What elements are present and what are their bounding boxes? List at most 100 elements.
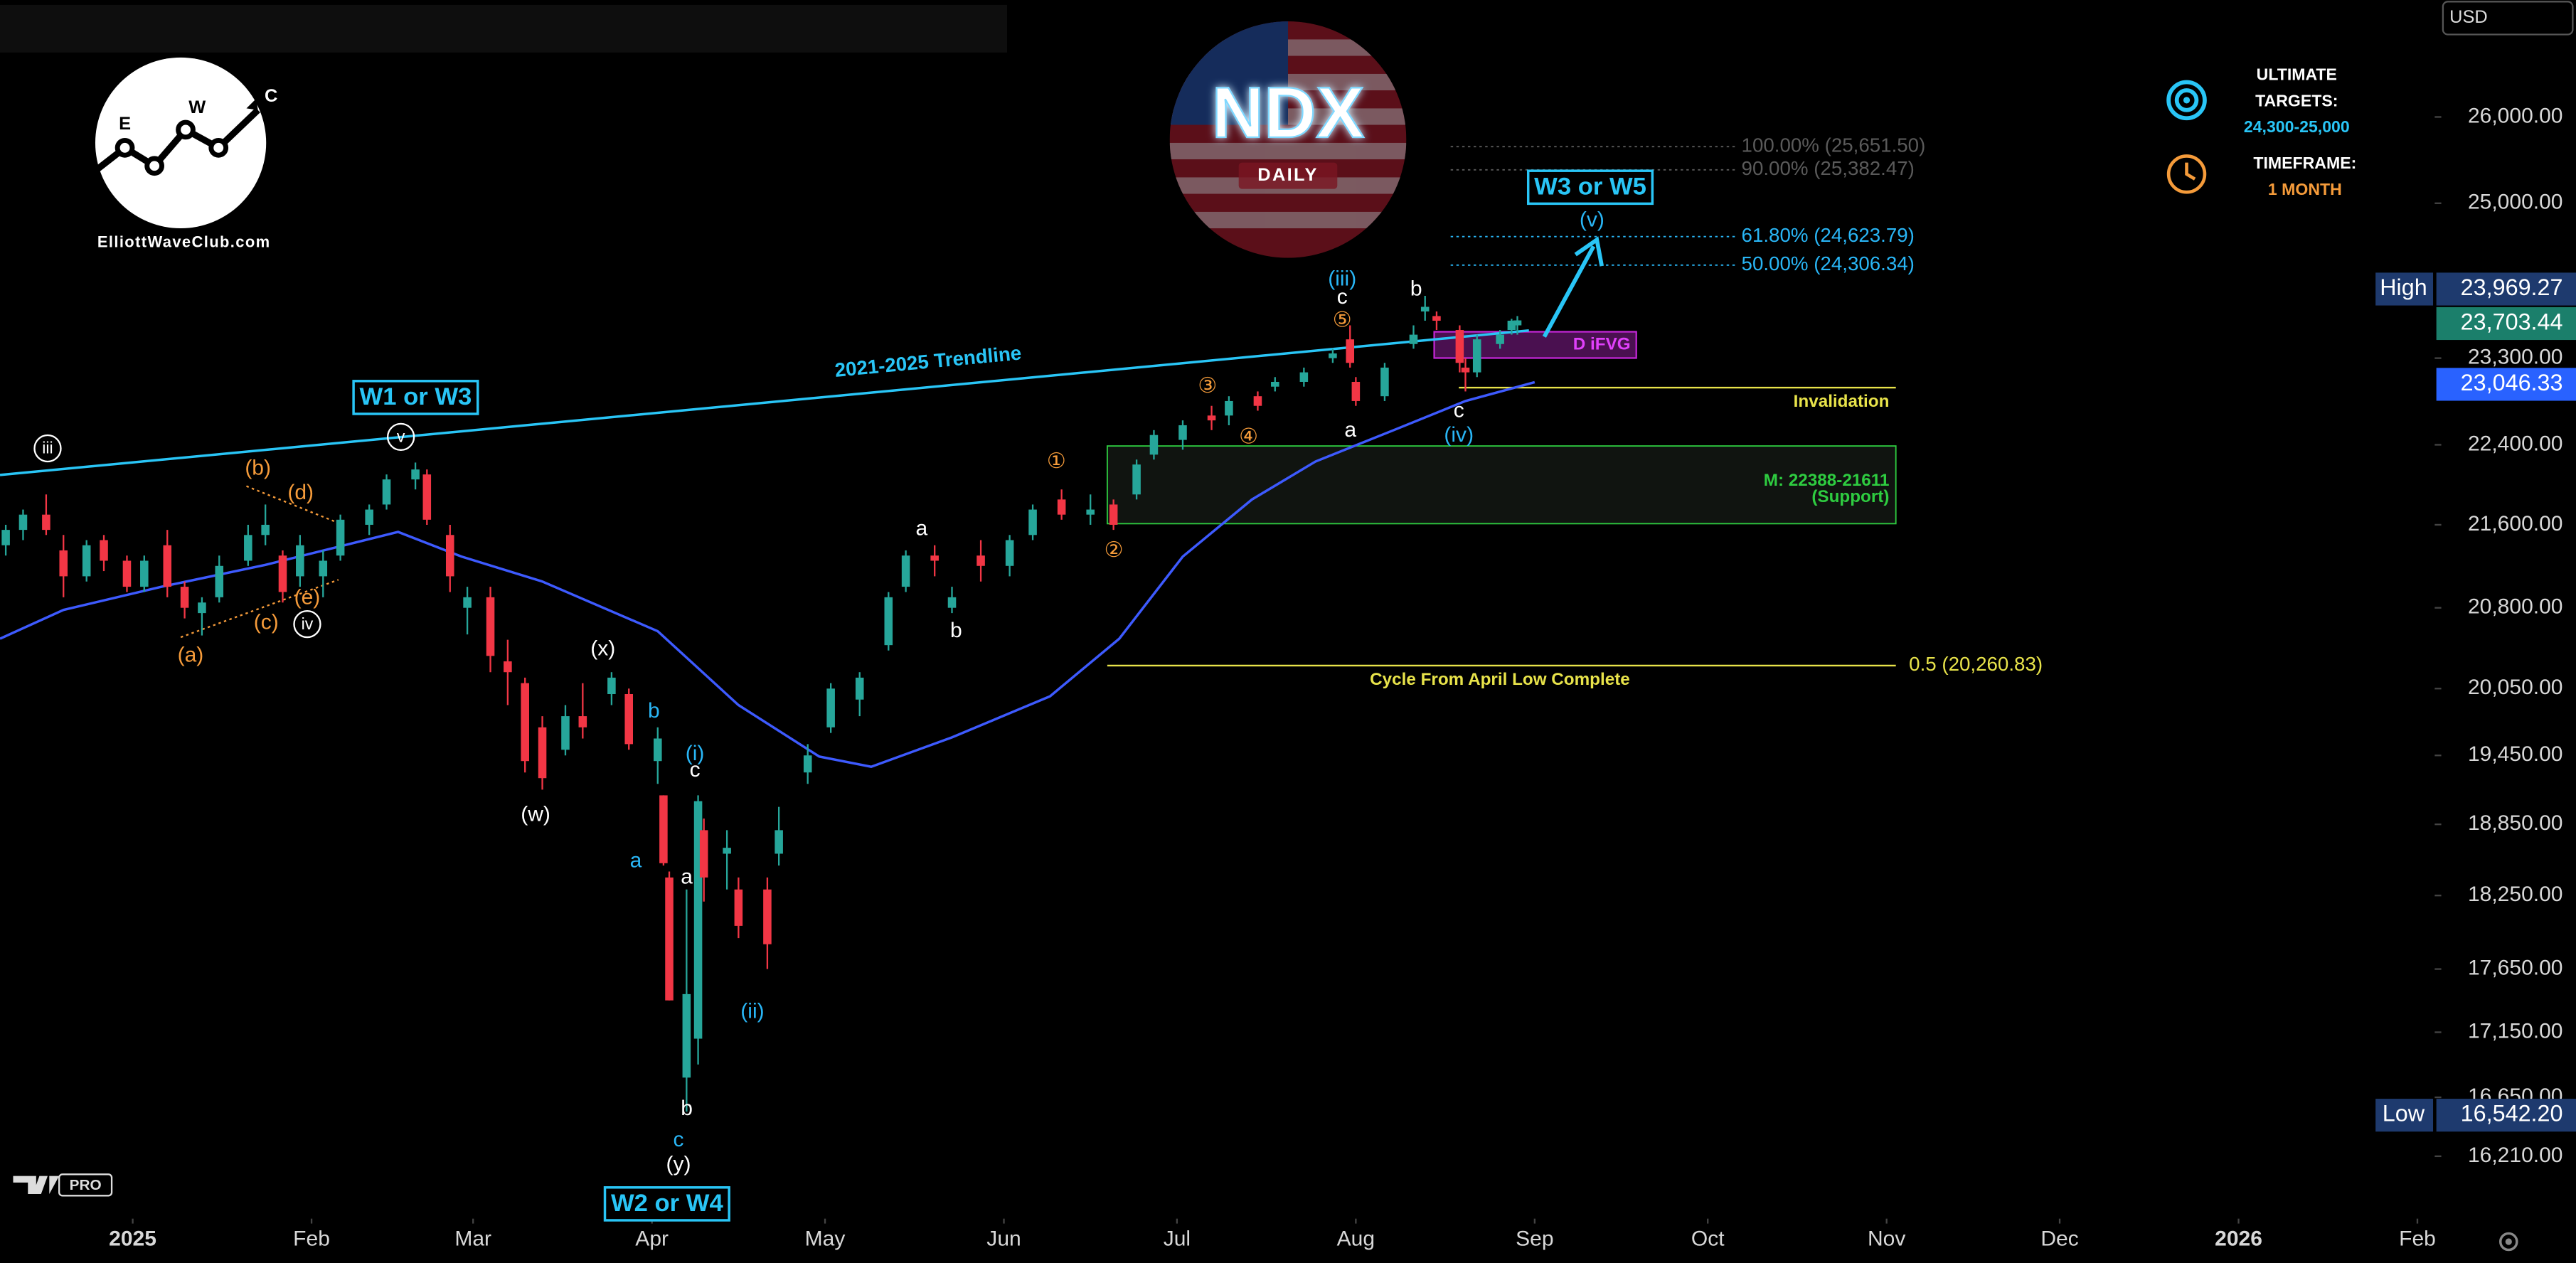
wave-label: a [681,865,693,888]
candle-body [578,716,587,728]
price-tag [2436,1099,2576,1132]
wave-label: (b) [245,456,271,479]
wave-box [352,380,479,415]
wave-label: c [690,758,701,782]
candle-body [163,545,172,587]
logo-letter: C [265,86,277,106]
wave-circle [33,434,62,463]
candle-body [365,509,373,525]
wave-guide [180,579,339,639]
price-tag [2436,272,2576,306]
wave-label: c [1337,285,1348,309]
wave-guide [246,485,337,523]
y-tick-label: 21,600.00 [2468,512,2563,535]
candle-body [336,519,345,556]
x-tick-label: Feb [2399,1227,2436,1251]
badge-box [1238,162,1338,189]
price-tag-value: 23,703.44 [2461,309,2563,335]
candle-body [140,560,149,587]
candle-body [901,555,910,587]
wave-label: b [648,699,660,723]
wave-label: b [681,1097,693,1120]
x-tick-label: Feb [293,1227,330,1251]
candle-body [1028,509,1037,535]
candle-body [659,795,668,863]
price-tag-label: Low [2383,1101,2425,1126]
price-tag-value: 23,969.27 [2461,275,2563,300]
candle-body [463,597,472,608]
candle-body [1207,415,1216,421]
panel-targets: 24,300-25,000 [2244,117,2350,136]
x-tick-label: Jun [986,1227,1021,1251]
wave-label: (iii) [1328,267,1356,291]
candle-body [411,469,420,480]
candle-body [1351,381,1361,401]
y-tick-label: 20,050.00 [2468,676,2563,699]
wave-label: W3 or W5 [1534,174,1646,201]
clock-icon [2166,154,2207,194]
candle-body [1271,381,1279,387]
wave-label: b [950,619,962,642]
candle-body [723,848,731,854]
candle-body [1472,339,1481,373]
candle-body [1225,400,1233,416]
y-tick-label: 19,450.00 [2468,742,2563,766]
wave-label: iii [42,439,53,457]
candle-body [665,877,674,1001]
projection-arrowhead [1574,236,1604,267]
wave-label: W1 or W3 [360,383,472,410]
wave-circle [293,609,321,639]
fib-label: 90.00% (25,382.47) [1742,157,1915,179]
currency-button[interactable] [2442,1,2574,36]
badge: NDX DAILY [1169,21,1407,258]
candle-body [1507,320,1516,331]
candle-body [382,479,391,505]
candle-body [693,801,703,1039]
x-tick-label: 2025 [109,1227,156,1251]
wave-label: a [916,517,928,540]
clock-icon [2185,162,2196,181]
wave-label: (x) [590,636,615,660]
wave-label: (d) [287,481,314,504]
candle-body [1005,540,1014,566]
candle-body [319,560,328,577]
wave-label: (i) [686,742,705,765]
panel-timeframe: 1 MONTH [2268,180,2342,198]
logo-letter: E [119,114,131,134]
y-tick-label: 25,000.00 [2468,191,2563,214]
logo-arrow [246,98,258,110]
candle-body [699,830,708,878]
x-tick-label: Mar [454,1227,491,1251]
candle-body [82,545,91,577]
candle-body [884,597,893,646]
logo-dots [115,119,229,176]
candle-body [1513,320,1522,326]
settings-icon[interactable] [2499,1232,2518,1252]
y-tick-label: 16,210.00 [2468,1144,2563,1167]
x-tick-label: May [805,1227,846,1251]
y-tick-label: 18,850.00 [2468,811,2563,835]
y-tick-label: 23,300.00 [2468,346,2563,369]
candle-body [976,555,985,566]
wave-label: a [630,848,642,872]
wave-label: c [674,1128,684,1151]
y-tick-label: 26,000.00 [2468,104,2563,127]
cycle-label: 0.5 (20,260.83) [1909,653,2043,675]
target-icon [2166,80,2207,121]
candle-body [855,677,864,700]
candle-body [1329,353,1337,358]
candle-body [215,565,224,597]
candle-body [1346,339,1355,363]
candle-body [803,755,812,773]
wave-label: (y) [666,1153,691,1176]
wave-label: (iv) [1444,423,1474,447]
wave-label: a [1344,418,1356,442]
x-tick-label: Nov [1868,1227,1905,1251]
logo-letter: W [188,97,206,117]
candle-body [682,993,691,1078]
logo: E W C ElliottWaveClub.com [93,57,277,251]
wave-label: iv [302,614,314,633]
candle-body [624,693,634,745]
x-tick-label: Jul [1164,1227,1191,1251]
